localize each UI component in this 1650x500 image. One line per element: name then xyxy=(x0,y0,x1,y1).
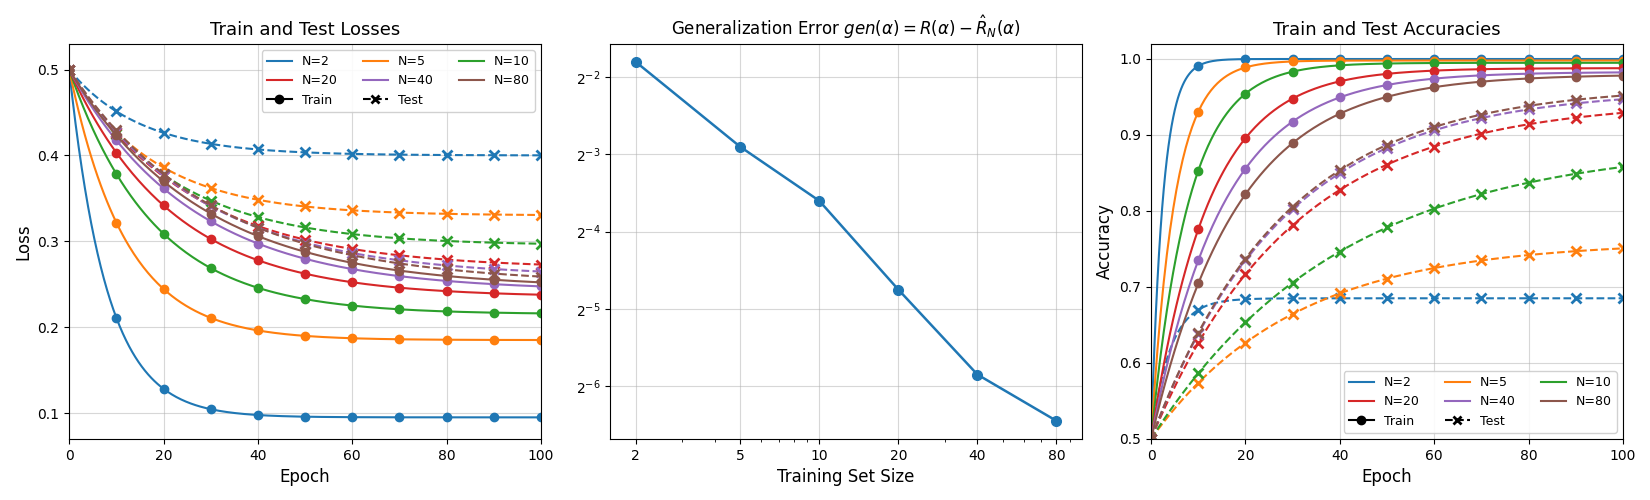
Y-axis label: Accuracy: Accuracy xyxy=(1096,204,1114,280)
Title: Generalization Error $gen(\alpha) = R(\alpha) - \hat{R}_N(\alpha)$: Generalization Error $gen(\alpha) = R(\a… xyxy=(672,14,1021,42)
Title: Train and Test Losses: Train and Test Losses xyxy=(210,22,401,40)
X-axis label: Epoch: Epoch xyxy=(280,468,330,486)
Y-axis label: Loss: Loss xyxy=(13,223,31,260)
Title: Train and Test Accuracies: Train and Test Accuracies xyxy=(1274,22,1502,40)
Legend: N=2, N=20, Train, N=5, N=40, Test, N=10, N=80: N=2, N=20, Train, N=5, N=40, Test, N=10,… xyxy=(1343,371,1617,432)
X-axis label: Training Set Size: Training Set Size xyxy=(777,468,914,486)
X-axis label: Epoch: Epoch xyxy=(1361,468,1412,486)
Legend: N=2, N=20, Train, N=5, N=40, Test, N=10, N=80: N=2, N=20, Train, N=5, N=40, Test, N=10,… xyxy=(262,50,535,112)
